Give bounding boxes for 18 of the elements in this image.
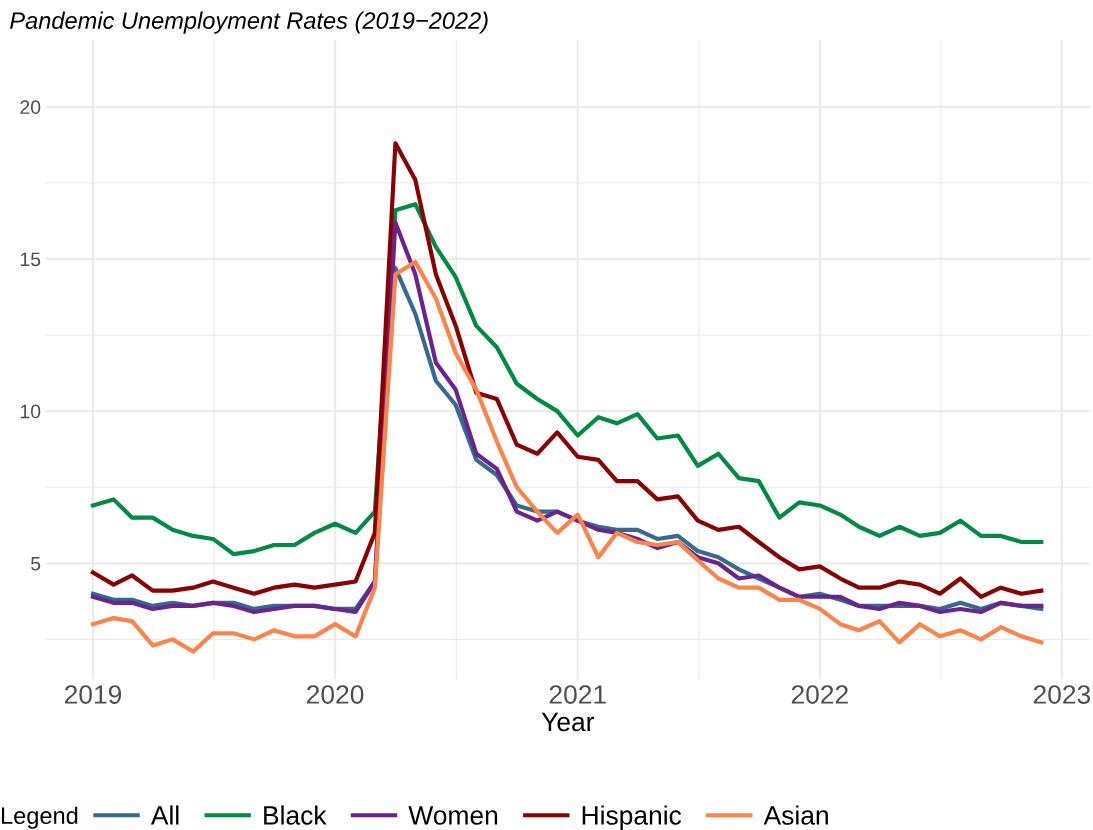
x-tick-label: 2021 [549, 685, 606, 704]
x-tick-label: 2020 [307, 685, 364, 704]
legend-label: Black [264, 805, 327, 825]
x-tick-label: 2022 [791, 685, 848, 704]
line-series [90, 141, 1044, 599]
chart-title: Pandemic Unemployment Rates (2019−2022) [10, 11, 488, 34]
legend-label: Hispanic [582, 805, 682, 830]
y-tick-label: 15 [20, 252, 41, 267]
y-tick-label: 20 [20, 100, 41, 115]
legend-label: All [150, 805, 179, 825]
legend-label: Women [408, 806, 498, 825]
y-tick-label: 5 [31, 556, 41, 571]
x-tick-label: 2019 [64, 685, 122, 704]
legend-label: Asian [763, 805, 828, 825]
y-tick-label: 10 [20, 404, 41, 419]
legend-title: Legend [1, 806, 78, 829]
x-tick-label: 2023 [1033, 685, 1091, 704]
x-axis-title: Year [541, 712, 595, 732]
